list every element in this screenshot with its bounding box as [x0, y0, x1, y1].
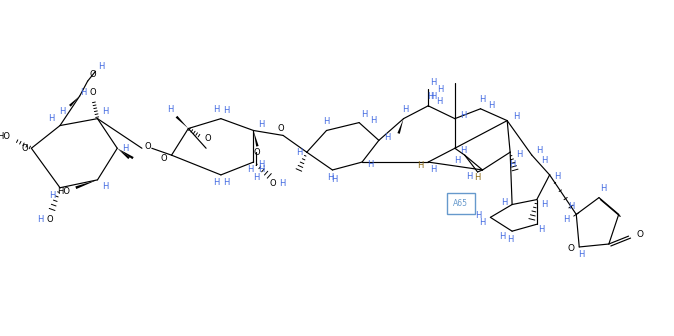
Polygon shape	[69, 96, 80, 107]
Text: H: H	[296, 148, 302, 157]
Text: O: O	[637, 229, 644, 239]
Text: H: H	[367, 160, 373, 169]
Text: H: H	[370, 116, 376, 125]
Text: H: H	[479, 95, 486, 104]
Text: H: H	[516, 150, 522, 159]
Text: A65: A65	[454, 199, 468, 208]
Text: H: H	[600, 184, 606, 193]
Polygon shape	[75, 180, 98, 189]
Text: H: H	[501, 198, 508, 207]
Text: O: O	[205, 134, 212, 143]
Text: H: H	[102, 107, 109, 116]
Text: H: H	[417, 161, 423, 170]
Text: H: H	[80, 88, 87, 97]
Text: H: H	[460, 111, 467, 120]
Text: H: H	[385, 133, 391, 142]
Text: H: H	[222, 106, 229, 115]
Text: H: H	[253, 173, 259, 182]
Text: H: H	[430, 78, 436, 87]
Text: H: H	[513, 112, 519, 121]
Text: H: H	[324, 117, 330, 126]
Text: H: H	[499, 232, 506, 241]
Text: H: H	[568, 202, 574, 211]
Text: H: H	[102, 182, 109, 191]
Text: H: H	[509, 160, 516, 169]
Text: H: H	[437, 85, 443, 93]
Text: H: H	[328, 173, 334, 182]
Text: H: H	[279, 179, 285, 188]
Text: H: H	[122, 144, 128, 153]
Text: H: H	[37, 215, 43, 224]
Text: H: H	[541, 200, 548, 209]
Text: O: O	[270, 179, 276, 188]
Text: H: H	[541, 156, 548, 165]
Text: O: O	[160, 154, 167, 163]
Text: HO: HO	[0, 132, 10, 141]
Text: O: O	[47, 215, 53, 224]
Text: H: H	[539, 225, 545, 234]
Text: H: H	[167, 105, 174, 114]
Polygon shape	[176, 116, 188, 128]
Text: H: H	[488, 101, 495, 110]
Text: O: O	[278, 124, 284, 133]
Text: H: H	[578, 250, 584, 259]
Text: H: H	[258, 160, 265, 169]
Text: O: O	[253, 148, 259, 157]
Text: O: O	[21, 144, 28, 153]
Polygon shape	[117, 148, 133, 159]
Text: H: H	[475, 211, 482, 220]
Text: H: H	[460, 146, 467, 155]
Text: H: H	[402, 105, 408, 114]
Text: H: H	[430, 165, 436, 174]
Text: H: H	[507, 235, 514, 244]
Text: H: H	[59, 107, 65, 116]
Text: H: H	[48, 114, 55, 123]
Text: H: H	[361, 110, 367, 119]
Text: H: H	[331, 175, 338, 184]
Text: H: H	[563, 215, 570, 224]
Polygon shape	[398, 119, 404, 134]
Text: H: H	[222, 178, 229, 187]
Bar	[447, 193, 474, 214]
Text: H: H	[213, 178, 219, 187]
Text: H: H	[258, 165, 265, 174]
Text: O: O	[568, 245, 575, 253]
Polygon shape	[117, 148, 130, 159]
Polygon shape	[253, 130, 259, 146]
Text: H: H	[49, 191, 55, 200]
Text: O: O	[89, 88, 96, 97]
Text: H: H	[474, 173, 481, 182]
Text: H: H	[247, 165, 253, 174]
Text: O: O	[144, 142, 151, 151]
Text: H: H	[554, 172, 561, 181]
Text: H: H	[436, 97, 442, 107]
Text: H: H	[479, 218, 486, 227]
Text: H: H	[454, 156, 460, 165]
Text: H: H	[98, 62, 104, 71]
Text: H: H	[213, 105, 219, 114]
Text: HO: HO	[57, 187, 71, 196]
Text: O: O	[89, 70, 96, 79]
Text: H: H	[430, 92, 436, 101]
Text: H: H	[466, 172, 473, 181]
Text: H: H	[427, 92, 433, 101]
Text: H: H	[537, 146, 543, 155]
Text: H: H	[258, 120, 265, 129]
